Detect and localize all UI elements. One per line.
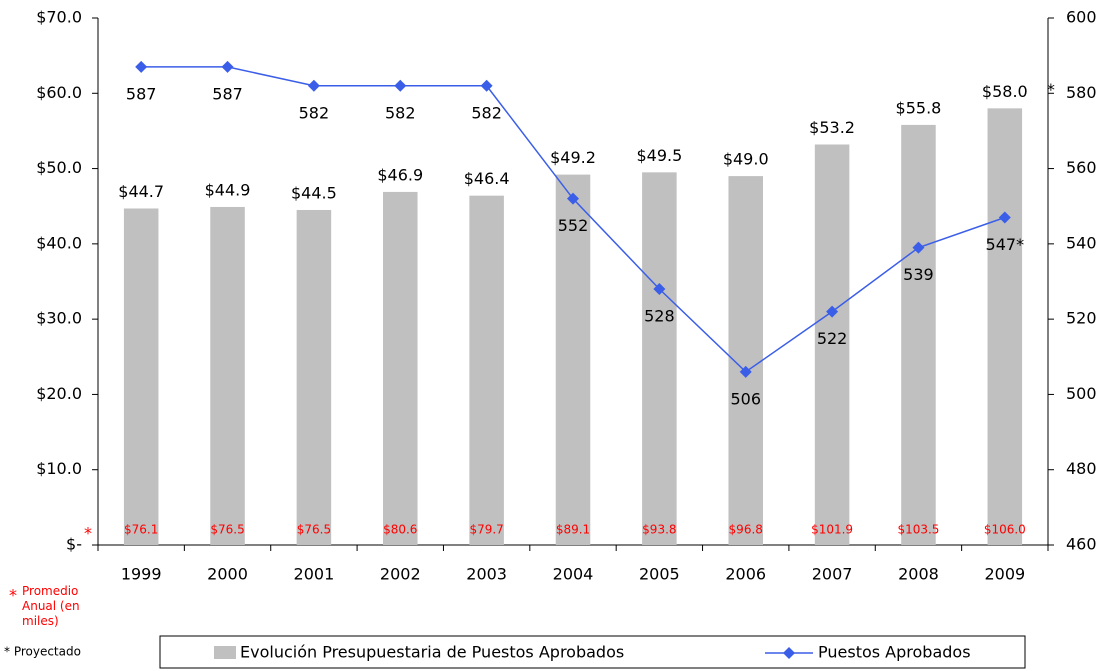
x-tick-label: 2005	[639, 565, 680, 584]
y-tick-label: $70.0	[36, 8, 82, 27]
marker	[912, 241, 925, 254]
marker	[567, 192, 579, 205]
annual-average-label: $101.9	[811, 523, 853, 537]
bar-value-label: $46.4	[464, 169, 510, 188]
y-tick-label: $10.0	[36, 459, 82, 478]
line-value-label: 587	[212, 84, 243, 103]
annual-average-label: $96.8	[729, 523, 763, 537]
y-tick-label: $50.0	[36, 158, 82, 177]
y-tick-label: $60.0	[36, 83, 82, 102]
bar-value-label: $58.0	[982, 82, 1028, 101]
bar-value-label: $53.2	[809, 118, 855, 137]
bar-value-label: $49.0	[723, 150, 769, 169]
marker	[739, 365, 752, 378]
bar	[987, 108, 1023, 545]
annual-average-label: $89.1	[556, 523, 590, 537]
y2-tick-label: 520	[1066, 309, 1097, 328]
marker	[653, 283, 666, 296]
annual-average-label: $76.1	[124, 523, 158, 537]
marker	[221, 60, 234, 73]
line-value-label: 582	[471, 103, 502, 122]
line-value-label: 506	[730, 389, 761, 408]
annual-average-label: $80.6	[383, 523, 417, 537]
legend-box	[159, 635, 1026, 669]
legend-swatch	[783, 647, 795, 659]
bar	[555, 174, 591, 545]
x-tick-label: 2000	[207, 565, 248, 584]
x-tick-label: 2007	[812, 565, 853, 584]
y2-tick-label: 540	[1066, 233, 1097, 252]
x-tick-label: 2004	[553, 565, 594, 584]
line-value-label: 587	[126, 84, 157, 103]
note: * Proyectado	[4, 645, 81, 659]
marker	[135, 60, 148, 73]
y2-tick-label: 480	[1066, 459, 1097, 478]
bar-value-label: $44.5	[291, 183, 337, 202]
y2-tick-label: 500	[1066, 384, 1097, 403]
y2-tick-label: 460	[1066, 535, 1097, 554]
legend-label: Puestos Aprobados	[818, 643, 971, 662]
marker	[998, 211, 1011, 224]
x-tick-label: 2009	[984, 565, 1025, 584]
bar	[210, 206, 245, 545]
line-value-label: 522	[817, 329, 848, 348]
bar	[901, 124, 936, 546]
line-value-label: 582	[299, 103, 330, 122]
annual-average-label: $93.8	[642, 523, 676, 537]
bar-value-label: $44.7	[118, 182, 164, 201]
annual-marker: *	[84, 524, 92, 543]
bar-value-label: $46.9	[377, 165, 423, 184]
annual-average-note: Promedio Anual (en miles)	[22, 584, 80, 628]
x-tick-label: 2002	[380, 565, 421, 584]
annual-average-label: $76.5	[210, 523, 244, 537]
bar	[123, 208, 159, 546]
marker	[394, 79, 407, 92]
legend-swatch	[214, 646, 236, 659]
line-value-label: 552	[558, 216, 589, 235]
annual-marker: *	[9, 586, 17, 605]
annual-average-label: $106.0	[984, 523, 1026, 537]
line-value-label: 539	[903, 265, 934, 284]
marker	[307, 79, 320, 92]
x-tick-label: 2001	[294, 565, 335, 584]
marker	[826, 305, 839, 318]
annual-average-label: $79.7	[469, 523, 503, 537]
x-tick-label: 1999	[121, 565, 162, 584]
line-value-label: 582	[385, 103, 416, 122]
annual-average-label: $103.5	[897, 523, 939, 537]
y-tick-label: $-	[66, 535, 82, 554]
annual-average-label: $76.5	[297, 523, 331, 537]
bar	[469, 195, 504, 545]
projection-marker: *	[1047, 80, 1055, 99]
bar-value-label: $49.5	[636, 146, 682, 165]
y2-tick-label: 580	[1066, 83, 1097, 102]
bar	[814, 144, 850, 546]
bar-value-label: $55.8	[896, 98, 942, 117]
line-value-label: 528	[644, 307, 675, 326]
bar	[642, 172, 677, 546]
x-tick-label: 2008	[898, 565, 939, 584]
x-tick-label: 2006	[725, 565, 766, 584]
y2-tick-label: 600	[1066, 8, 1097, 27]
bar-value-label: $44.9	[205, 180, 251, 199]
x-tick-label: 2003	[466, 565, 507, 584]
y2-tick-label: 560	[1066, 158, 1097, 177]
marker	[480, 79, 493, 92]
y-tick-label: $30.0	[36, 309, 82, 328]
line-value-label: 547*	[986, 235, 1025, 254]
y-tick-label: $40.0	[36, 233, 82, 252]
bar	[383, 191, 418, 545]
bar	[296, 209, 332, 545]
bar-value-label: $49.2	[550, 148, 596, 167]
y-tick-label: $20.0	[36, 384, 82, 403]
legend-label: Evolución Presupuestaria de Puestos Apro…	[240, 643, 624, 662]
